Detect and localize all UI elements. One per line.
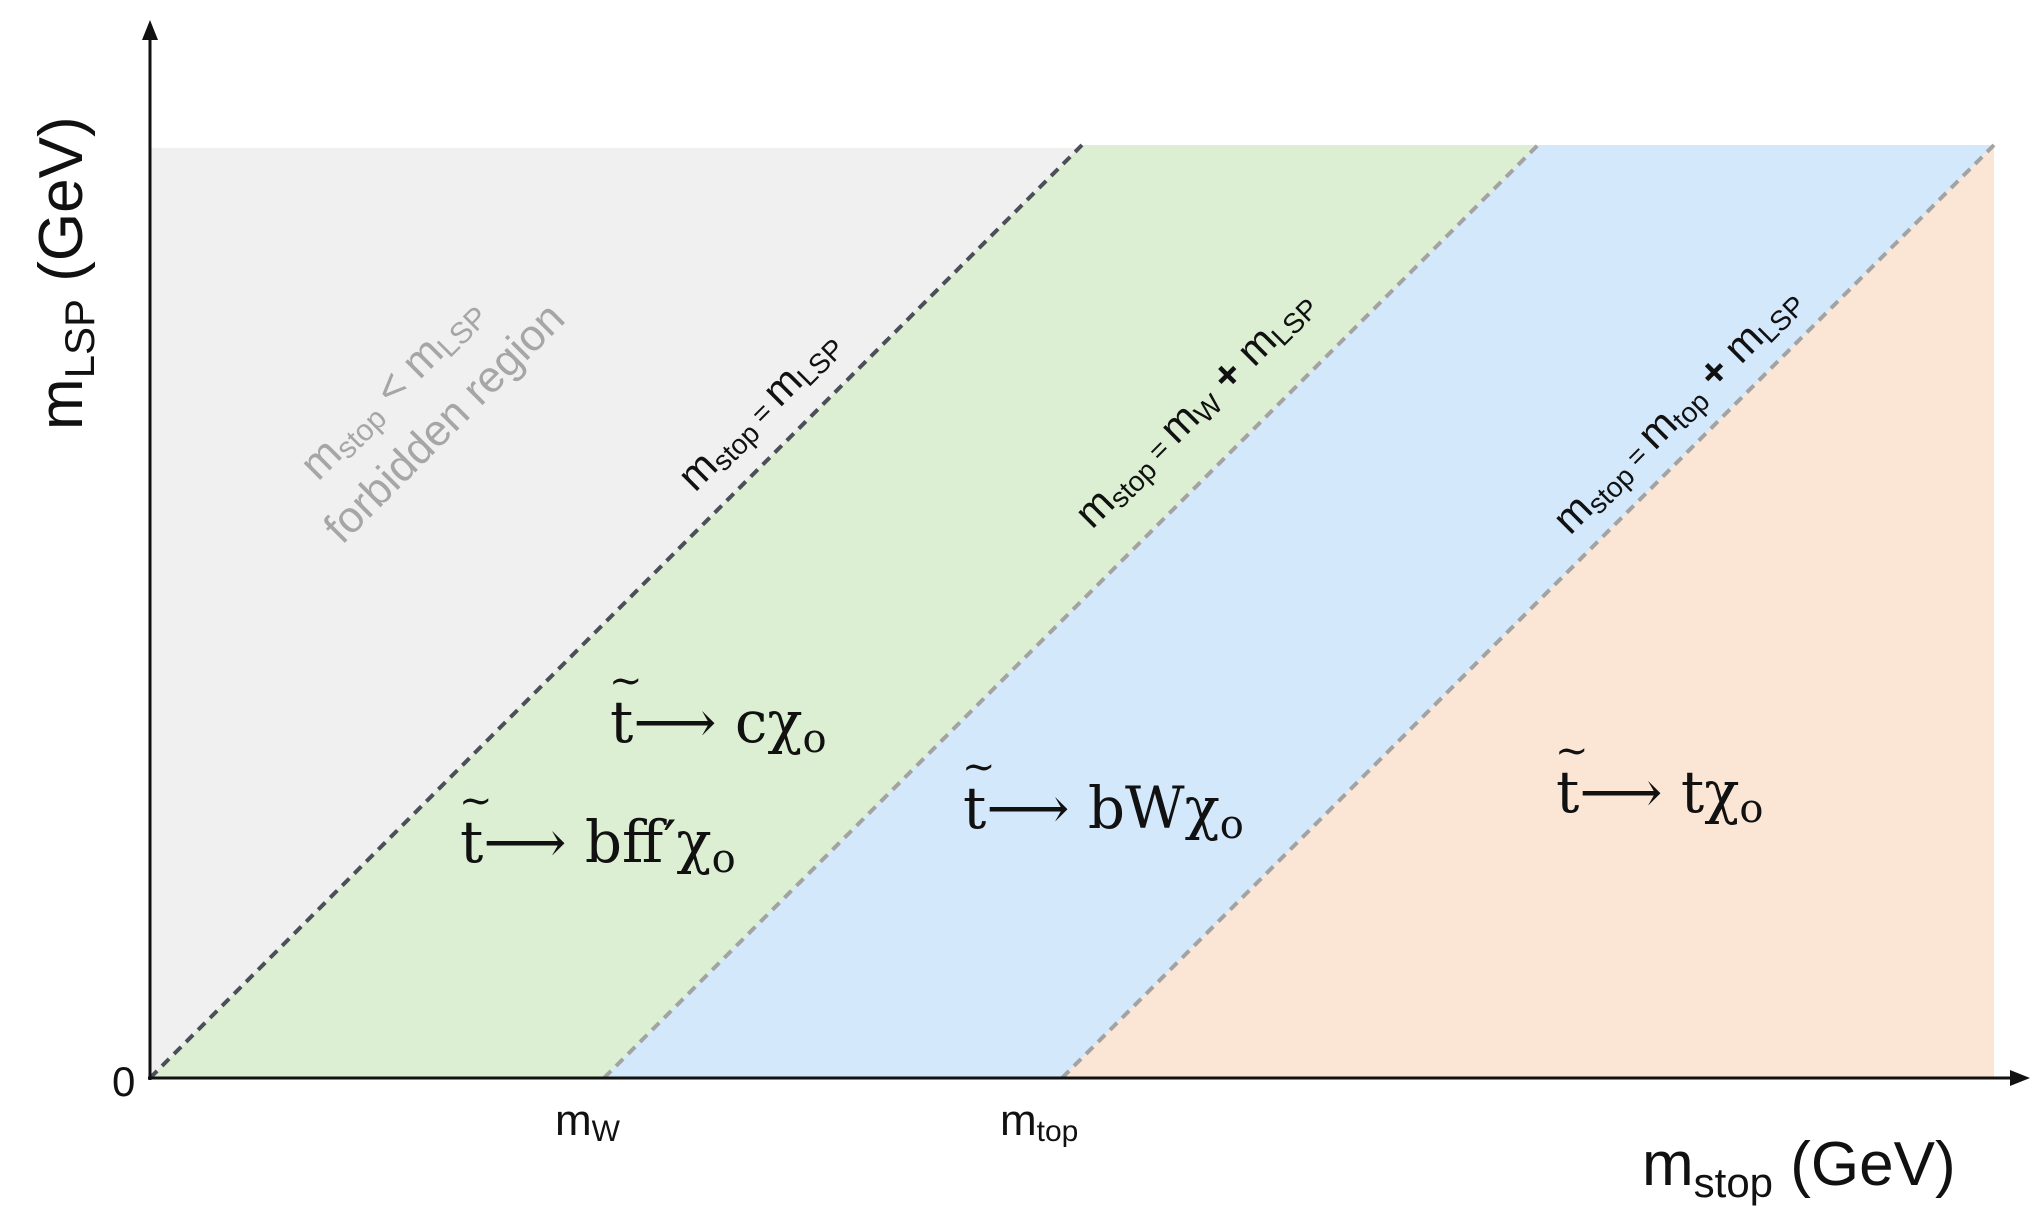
svg-text:mstop = mW + mLSP: mstop = mW + mLSP — [1065, 279, 1325, 539]
decay-label-four-body: t⟶ bff′χo ~ — [459, 778, 736, 882]
charm-decay-region — [150, 145, 1538, 1078]
x-axis-title: mstop (GeV) — [1642, 1130, 1956, 1206]
y-axis-arrowhead — [142, 20, 158, 40]
three-body-decay-region — [604, 145, 1994, 1078]
stop-tilde: ~ — [459, 778, 493, 824]
decay-label-two-body: t⟶ tχo ~ — [1555, 728, 1763, 832]
stop-tilde: ~ — [609, 658, 643, 704]
decay-label-three-body: t⟶ bWχo ~ — [962, 744, 1244, 848]
svg-text:t⟶ bWχo: t⟶ bWχo — [963, 774, 1244, 848]
origin-label: 0 — [112, 1058, 135, 1105]
svg-text:t⟶ bff′χo: t⟶ bff′χo — [460, 808, 736, 882]
tick-label-mtop: mtop — [1000, 1096, 1078, 1148]
decay-label-charm: t⟶ cχo ~ — [609, 658, 827, 762]
stop-symbol: t — [460, 808, 483, 876]
decay-arrow: ⟶ — [986, 774, 1069, 842]
decay-arrow: ⟶ — [633, 688, 716, 756]
stop-tilde: ~ — [1555, 728, 1589, 774]
boundary-label-stop-eq-w-plus-lsp: mstop = mW + mLSP — [1065, 279, 1325, 539]
tick-label-mw: mW — [555, 1096, 621, 1148]
stop-symbol: t — [610, 688, 633, 756]
svg-text:t⟶ tχo: t⟶ tχo — [1556, 758, 1763, 832]
svg-text:t⟶ cχo: t⟶ cχo — [610, 688, 827, 762]
x-axis-arrowhead — [2010, 1070, 2030, 1086]
stop-symbol: t — [1556, 758, 1579, 826]
stop-symbol: t — [963, 774, 986, 842]
y-axis-title: mLSP (GeV) — [27, 116, 103, 430]
stop-tilde: ~ — [962, 744, 996, 790]
decay-arrow: ⟶ — [483, 808, 566, 876]
decay-arrow: ⟶ — [1579, 758, 1662, 826]
